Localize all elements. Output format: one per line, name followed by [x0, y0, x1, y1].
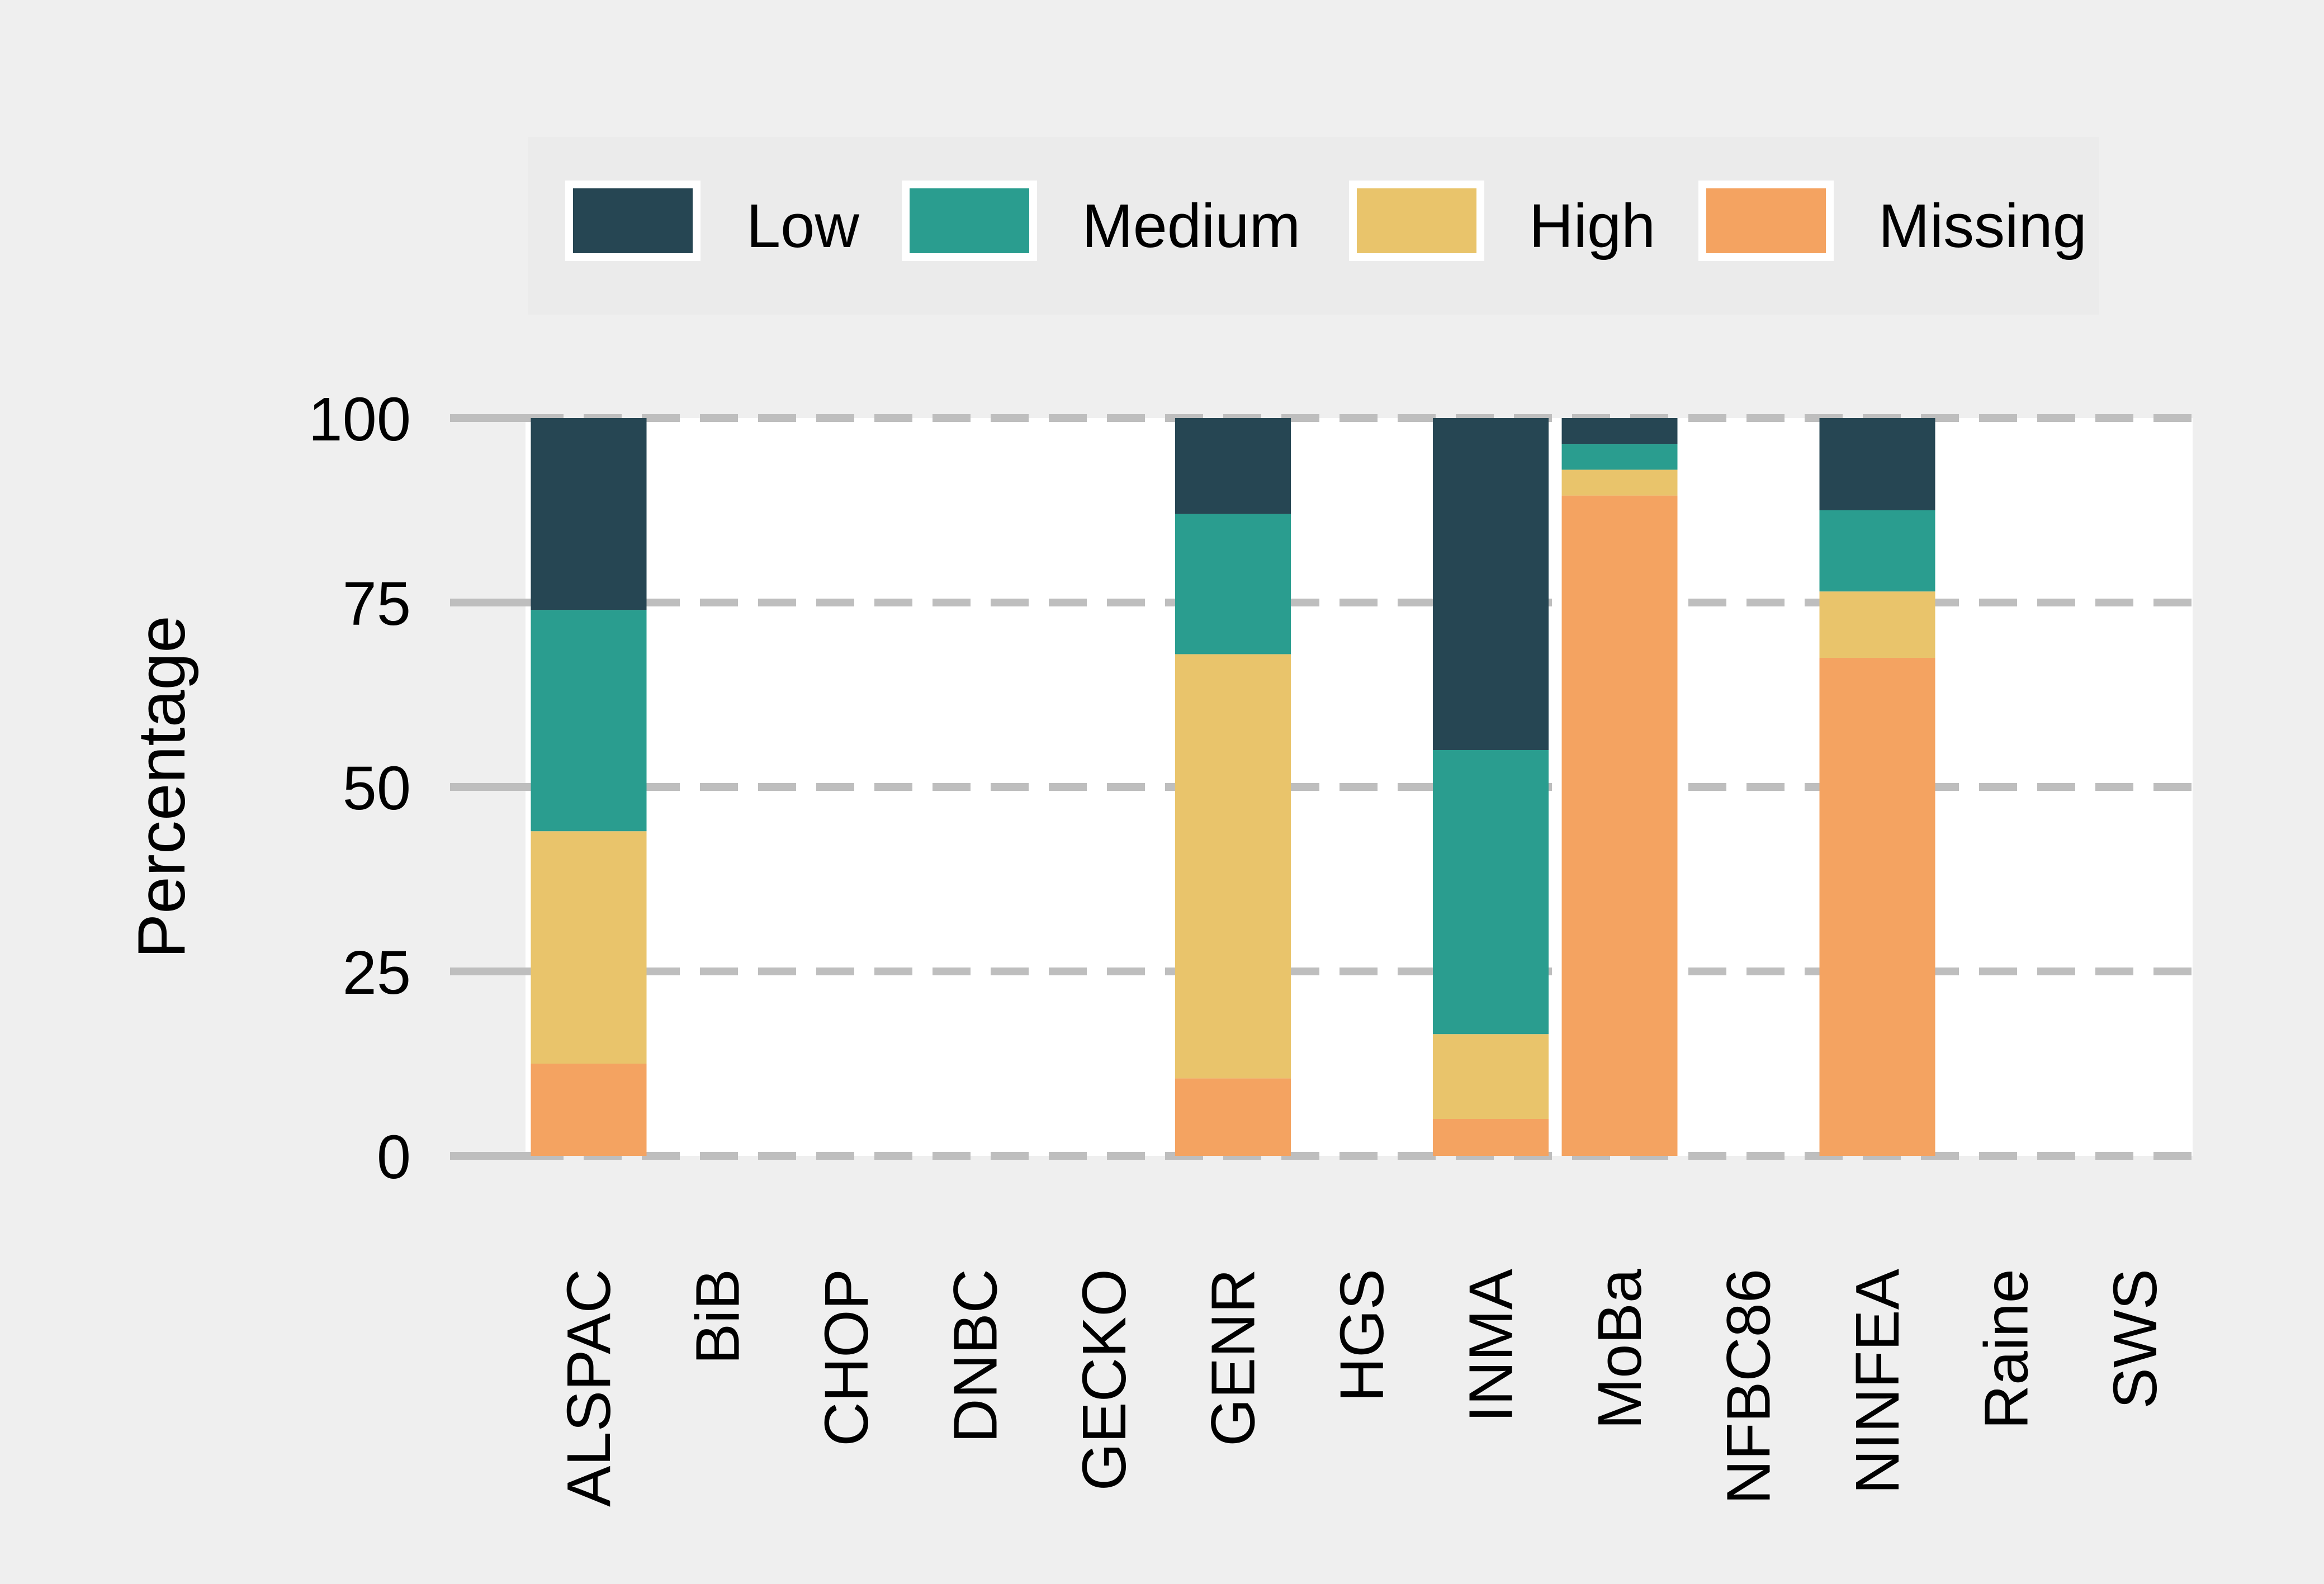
legend: Low Medium High Missing	[528, 137, 2099, 315]
legend-label-low: Low	[746, 192, 859, 260]
x-tick-label-gecko: GECKO	[1070, 1269, 1139, 1491]
bar-ninfea-medium	[1819, 510, 1935, 592]
x-tick-label-sws: SWS	[2101, 1269, 2170, 1409]
y-axis: 0 25 50 75 100	[308, 385, 526, 1192]
y-tick-label-50: 50	[343, 754, 411, 823]
bar-alspac-medium	[531, 610, 647, 832]
x-tick-label-hgs: HGS	[1328, 1269, 1397, 1402]
bar-ninfea-low	[1819, 418, 1935, 510]
bar-moba-medium	[1561, 444, 1678, 470]
legend-key-missing	[1698, 181, 1834, 261]
bar-genr-missing	[1175, 1078, 1291, 1156]
legend-key-low	[565, 181, 700, 261]
x-tick-label-inma: INMA	[1457, 1268, 1526, 1422]
y-axis-label: Percentage	[124, 615, 199, 959]
x-tick-label-bib: BiB	[684, 1269, 752, 1364]
x-tick-label-ninfea: NINFEA	[1843, 1268, 1912, 1494]
bar-moba-high	[1561, 469, 1678, 496]
x-tick-label-chop: CHOP	[812, 1269, 881, 1447]
y-tick-label-100: 100	[308, 385, 411, 454]
x-tick-label-genr: GENR	[1199, 1269, 1268, 1447]
gridlines	[526, 414, 2193, 1160]
legend-label-missing: Missing	[1878, 192, 2087, 260]
y-tick-label-0: 0	[377, 1123, 411, 1192]
legend-key-high	[1349, 181, 1484, 261]
y-tick-label-75: 75	[343, 570, 411, 638]
bar-genr-medium	[1175, 514, 1291, 655]
x-axis: ALSPAC BiB CHOP DNBC GECKO GENR HGS INMA MoBa NFB…	[555, 1268, 2170, 1507]
x-tick-label-moba: MoBa	[1585, 1268, 1654, 1429]
bar-moba-low	[1561, 418, 1678, 444]
x-tick-label-alspac: ALSPAC	[555, 1269, 623, 1507]
bar-inma-medium	[1433, 750, 1549, 1035]
bar-genr-high	[1175, 654, 1291, 1079]
bar-genr-low	[1175, 418, 1291, 514]
y-tick-label-25: 25	[343, 938, 411, 1007]
bar-alspac-missing	[531, 1064, 647, 1156]
legend-label-high: High	[1529, 192, 1655, 260]
legend-label-medium: Medium	[1082, 192, 1300, 260]
bars	[531, 418, 1935, 1156]
x-tick-label-dnbc: DNBC	[941, 1269, 1010, 1443]
x-tick-label-raine: Raine	[1972, 1269, 2041, 1429]
bar-moba-missing	[1561, 495, 1678, 1156]
bar-ninfea-missing	[1819, 658, 1935, 1156]
bar-alspac-low	[531, 418, 647, 610]
x-tick-label-nfbc86: NFBC86	[1715, 1269, 1783, 1505]
legend-key-medium	[902, 181, 1037, 261]
bar-inma-high	[1433, 1034, 1549, 1119]
bar-inma-low	[1433, 418, 1549, 750]
bar-alspac-high	[531, 831, 647, 1064]
legend-box	[528, 137, 2099, 315]
bar-ninfea-high	[1819, 591, 1935, 658]
bar-inma-missing	[1433, 1119, 1549, 1156]
